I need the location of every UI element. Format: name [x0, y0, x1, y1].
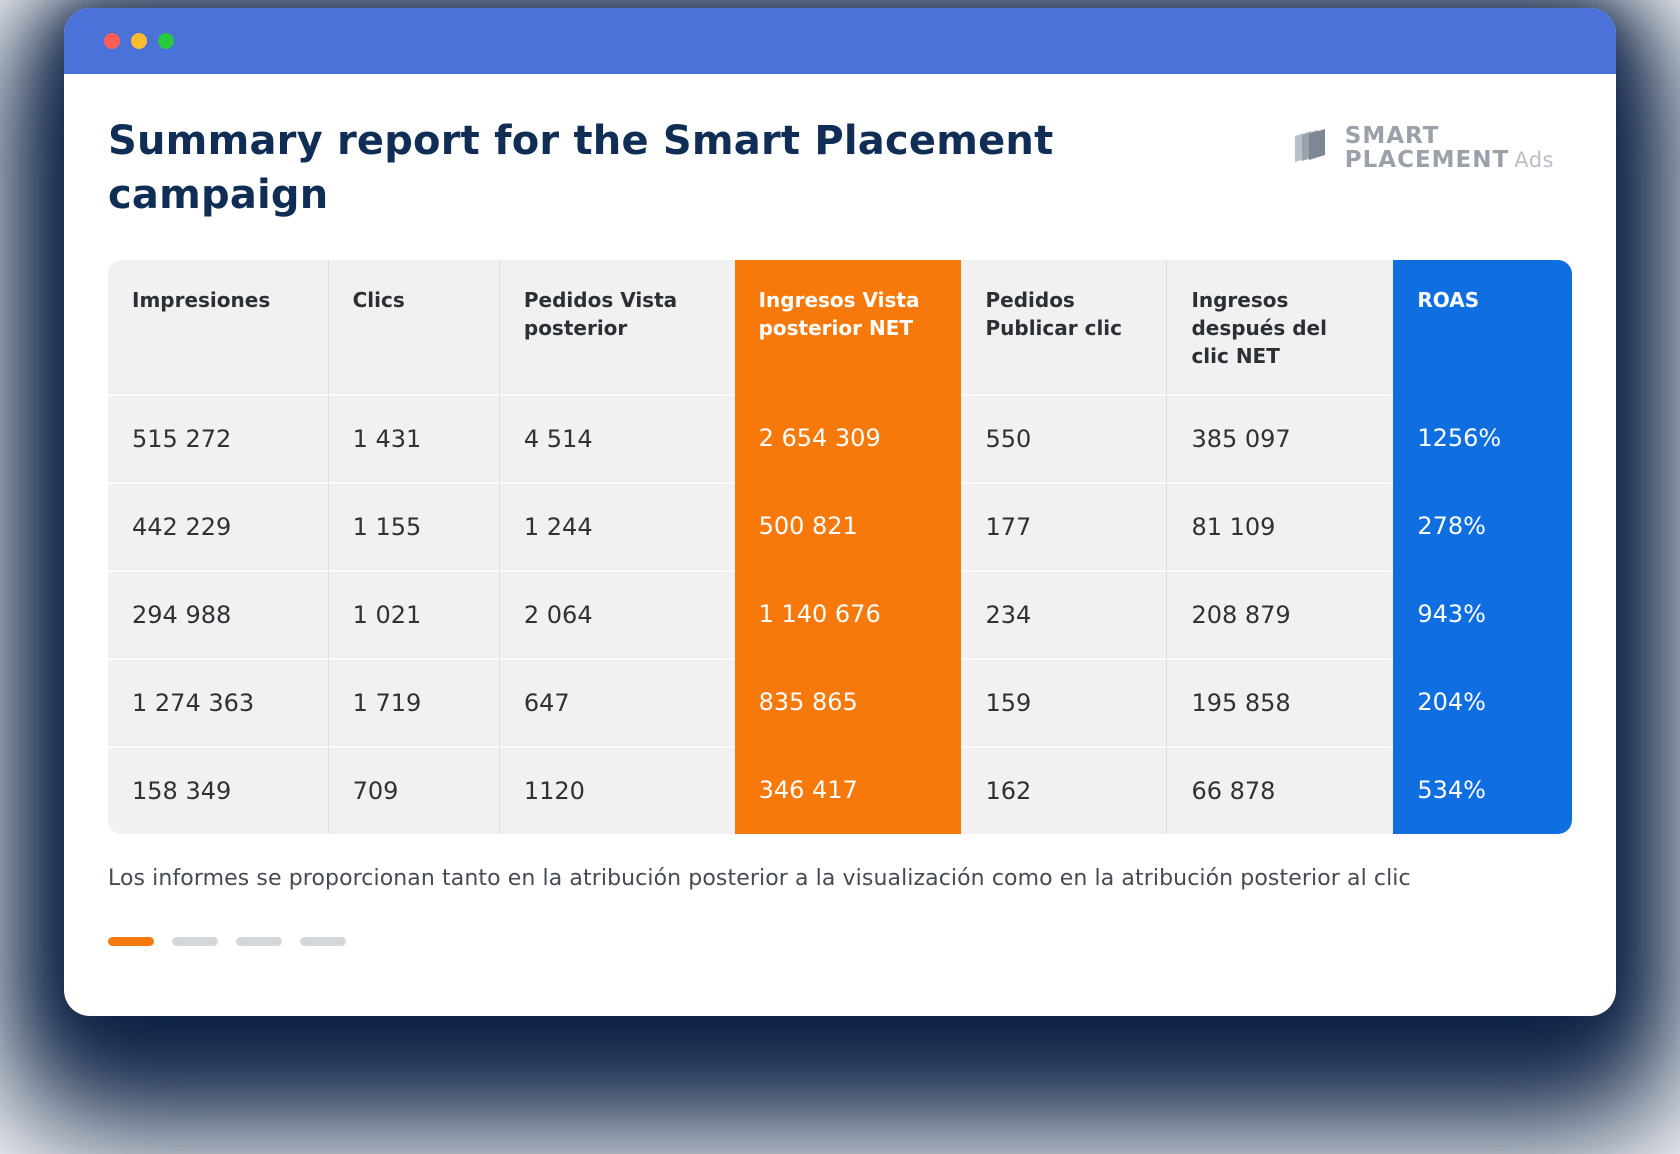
table-cell: 66 878 [1166, 746, 1394, 834]
table-cell: 162 [961, 746, 1167, 834]
table-cell: 81 109 [1166, 482, 1394, 570]
table-cell: 4 514 [498, 394, 735, 482]
brand-logo-line1: SMART [1344, 123, 1440, 149]
page-title: Summary report for the Smart Placement c… [108, 118, 1054, 218]
table-header-row: Impresiones Clics Pedidos Vista posterio… [108, 260, 1572, 394]
table-cell: 385 097 [1166, 394, 1394, 482]
table-cell: 500 821 [734, 482, 962, 570]
minimize-window-icon[interactable] [131, 33, 147, 49]
table-row: 442 229 1 155 1 244 500 821 177 81 109 2… [108, 482, 1572, 570]
report-header: Summary report for the Smart Placement c… [108, 114, 1572, 222]
column-header-clics: Clics [327, 260, 499, 394]
table-cell: 835 865 [734, 658, 962, 746]
column-header-pedidos-vista-posterior: Pedidos Vista posterior [498, 260, 735, 394]
maximize-window-icon[interactable] [158, 33, 174, 49]
table-cell: 1 021 [327, 570, 499, 658]
carousel-pagination [108, 937, 1572, 946]
attribution-note: Los informes se proporcionan tanto en la… [108, 866, 1411, 891]
table-cell: 550 [961, 394, 1167, 482]
table-cell: 1 140 676 [734, 570, 962, 658]
campaign-summary-table: Impresiones Clics Pedidos Vista posterio… [108, 260, 1572, 834]
table-cell: 943% [1393, 570, 1572, 658]
pagination-dot[interactable] [108, 937, 154, 946]
layers-icon [1291, 124, 1333, 172]
brand-logo-text: SMART PLACEMENT Ads [1345, 124, 1554, 172]
pagination-dot[interactable] [300, 937, 346, 946]
table-cell: 1120 [498, 746, 735, 834]
column-header-ingresos-despues-del-clic-net: Ingresos después del clic NET [1166, 260, 1394, 394]
table-cell: 2 064 [498, 570, 735, 658]
table-cell: 647 [498, 658, 735, 746]
column-header-roas: ROAS [1393, 260, 1572, 394]
close-window-icon[interactable] [104, 33, 120, 49]
table-cell: 234 [961, 570, 1167, 658]
table-row: 1 274 363 1 719 647 835 865 159 195 858 … [108, 658, 1572, 746]
column-header-ingresos-vista-posterior-net: Ingresos Vista posterior NET [734, 260, 962, 394]
table-cell: 208 879 [1166, 570, 1394, 658]
table-cell: 709 [327, 746, 499, 834]
table-cell: 177 [961, 482, 1167, 570]
brand-logo-suffix: Ads [1514, 148, 1554, 173]
pagination-dot[interactable] [236, 937, 282, 946]
pagination-dot[interactable] [172, 937, 218, 946]
table-cell: 159 [961, 658, 1167, 746]
brand-logo: SMART PLACEMENT Ads [1291, 124, 1554, 172]
table-cell: 1 155 [327, 482, 499, 570]
column-header-pedidos-publicar-clic: Pedidos Publicar clic [961, 260, 1167, 394]
table-cell: 1256% [1393, 394, 1572, 482]
table-cell: 195 858 [1166, 658, 1394, 746]
table-cell: 346 417 [734, 746, 962, 834]
table-cell: 294 988 [108, 570, 328, 658]
table-cell: 158 349 [108, 746, 328, 834]
table-row: 294 988 1 021 2 064 1 140 676 234 208 87… [108, 570, 1572, 658]
table-cell: 1 274 363 [108, 658, 328, 746]
window-titlebar [64, 8, 1616, 74]
brand-logo-line2: PLACEMENT [1344, 147, 1510, 174]
table-cell: 1 431 [327, 394, 499, 482]
table-row: 515 272 1 431 4 514 2 654 309 550 385 09… [108, 394, 1572, 482]
table-cell: 278% [1393, 482, 1572, 570]
app-window: Summary report for the Smart Placement c… [64, 8, 1616, 1016]
table-cell: 1 244 [498, 482, 735, 570]
column-header-impresiones: Impresiones [108, 260, 328, 394]
table-cell: 2 654 309 [734, 394, 962, 482]
table-cell: 534% [1393, 746, 1572, 834]
table-cell: 442 229 [108, 482, 328, 570]
table-row: 158 349 709 1120 346 417 162 66 878 534% [108, 746, 1572, 834]
table-cell: 204% [1393, 658, 1572, 746]
table-cell: 1 719 [327, 658, 499, 746]
table-cell: 515 272 [108, 394, 328, 482]
report-card: Summary report for the Smart Placement c… [64, 74, 1616, 946]
